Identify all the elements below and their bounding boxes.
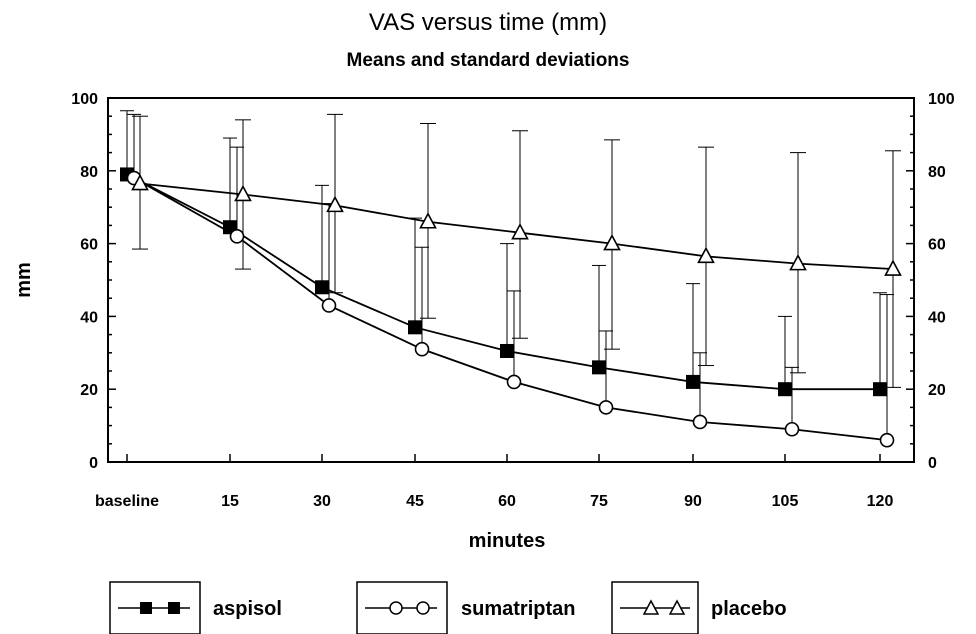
legend-box-aspisol bbox=[109, 581, 201, 634]
series-lines bbox=[126, 173, 894, 442]
point-sumatriptan bbox=[879, 432, 895, 448]
x-axis: baseline 15 30 45 60 75 90 105 120 bbox=[95, 454, 893, 510]
point-placebo bbox=[131, 173, 149, 191]
x-tick-label: 75 bbox=[590, 493, 608, 510]
point-placebo bbox=[234, 184, 252, 202]
point-aspisol bbox=[592, 360, 606, 375]
point-sumatriptan bbox=[229, 229, 245, 244]
x-axis-label: minutes bbox=[469, 530, 546, 552]
x-tick-label: 105 bbox=[772, 493, 799, 510]
y-tick-label-right: 0 bbox=[928, 455, 937, 472]
x-tick-label: 60 bbox=[498, 493, 516, 510]
y-tick-label-left: 0 bbox=[89, 455, 98, 472]
legend-marker-sumatriptan-2 bbox=[416, 601, 430, 615]
point-sumatriptan bbox=[506, 374, 522, 390]
y-tick-label-left: 80 bbox=[80, 164, 98, 181]
x-tick-label: 120 bbox=[867, 493, 894, 510]
legend-marker-aspisol-1 bbox=[140, 602, 152, 614]
point-placebo bbox=[326, 195, 344, 213]
y-tick-label-left: 60 bbox=[80, 237, 98, 254]
point-aspisol bbox=[500, 343, 514, 358]
legend-marker-sumatriptan-1 bbox=[389, 601, 403, 615]
y-axis-label: mm bbox=[13, 262, 35, 298]
legend-marker-placebo-2 bbox=[668, 599, 686, 615]
x-tick-label: baseline bbox=[95, 493, 159, 510]
point-sumatriptan bbox=[784, 421, 800, 437]
x-tick-label: 45 bbox=[406, 493, 424, 510]
point-sumatriptan bbox=[321, 298, 337, 313]
point-aspisol bbox=[778, 382, 792, 397]
series-markers bbox=[120, 167, 902, 448]
chart-title: VAS versus time (mm) bbox=[369, 9, 607, 36]
legend: aspisol sumatriptan placebo bbox=[109, 581, 787, 634]
y-tick-label-left: 100 bbox=[71, 91, 98, 108]
y-tick-label-left: 20 bbox=[80, 382, 98, 399]
legend-marker-aspisol-2 bbox=[168, 602, 180, 614]
x-tick-label: 90 bbox=[684, 493, 702, 510]
point-placebo bbox=[419, 212, 437, 229]
x-tick-label: 15 bbox=[221, 493, 239, 510]
y-axis-right: 0 20 40 60 80 100 bbox=[906, 91, 955, 472]
point-aspisol bbox=[315, 280, 329, 295]
legend-box-placebo bbox=[611, 581, 699, 634]
point-placebo bbox=[789, 253, 807, 271]
point-placebo bbox=[697, 246, 715, 264]
point-aspisol bbox=[873, 382, 887, 397]
y-tick-label-right: 100 bbox=[928, 91, 955, 108]
legend-label-aspisol: aspisol bbox=[213, 598, 282, 620]
point-placebo bbox=[603, 233, 621, 251]
legend-label-placebo: placebo bbox=[711, 598, 787, 620]
series-line-sumatriptan bbox=[133, 177, 888, 442]
point-sumatriptan bbox=[598, 400, 614, 415]
y-axis-left: 0 20 40 60 80 100 bbox=[71, 91, 116, 472]
y-tick-label-right: 60 bbox=[928, 237, 946, 254]
y-tick-label-right: 80 bbox=[928, 164, 946, 181]
legend-label-sumatriptan: sumatriptan bbox=[461, 598, 575, 620]
legend-marker-placebo-1 bbox=[642, 599, 660, 615]
point-sumatriptan bbox=[414, 341, 430, 357]
y-tick-label-right: 20 bbox=[928, 382, 946, 399]
y-tick-label-left: 40 bbox=[80, 309, 98, 326]
series-line-placebo bbox=[139, 182, 894, 270]
chart-subtitle: Means and standard deviations bbox=[347, 50, 630, 71]
error-bars bbox=[120, 110, 901, 441]
y-tick-label-right: 40 bbox=[928, 309, 946, 326]
point-aspisol bbox=[686, 374, 700, 389]
x-tick-label: 30 bbox=[313, 493, 331, 510]
point-sumatriptan bbox=[692, 414, 708, 430]
legend-box-sumatriptan bbox=[356, 581, 448, 634]
point-aspisol bbox=[408, 320, 422, 335]
point-placebo bbox=[511, 222, 529, 240]
point-placebo bbox=[884, 259, 902, 276]
